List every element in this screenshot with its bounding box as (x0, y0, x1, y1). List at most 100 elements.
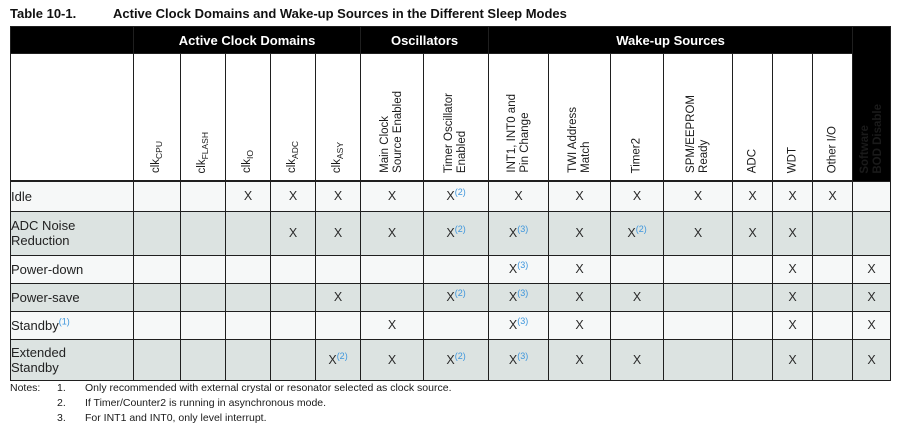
table-cell (663, 338, 734, 381)
table-cell: X (772, 282, 814, 312)
footnote-ref[interactable]: (2) (454, 187, 466, 198)
table-cell (133, 210, 181, 256)
column-header-label: clkCPU (149, 140, 165, 173)
column-header-label: Other I/O (826, 125, 839, 173)
table-cell: X (852, 254, 892, 284)
column-header-wdt: WDT (772, 53, 814, 182)
table-cell (180, 180, 226, 212)
table-cell (270, 282, 316, 312)
table-cell (225, 254, 271, 284)
table-cell (812, 210, 854, 256)
column-header-label: clkADC (285, 140, 301, 173)
table-cell: X(2) (314, 338, 362, 381)
table-cell (314, 310, 362, 340)
table-row: Power-down X(3) X X X (10, 254, 892, 284)
table-cell: X (225, 180, 271, 212)
table-cell: X(3) (488, 210, 550, 256)
table-cell: X (663, 210, 734, 256)
table-cell: X (360, 180, 425, 212)
footnote-ref[interactable]: (2) (454, 287, 466, 298)
table-cell (180, 254, 226, 284)
table-cell: X (772, 210, 814, 256)
table-cell: X(2) (423, 210, 490, 256)
table-row: Extended Standby X(2) X X(2) X(3) X X X X (10, 338, 892, 381)
column-header-clk-flash: clkFLASH (180, 53, 226, 182)
column-header-label: INT1, INT0 and Pin Change (505, 94, 531, 173)
footnote-ref[interactable]: (3) (517, 315, 529, 326)
sleep-mode-label: Idle (10, 180, 134, 212)
table-title-text: Active Clock Domains and Wake-up Sources… (113, 6, 567, 21)
table-cell (732, 310, 774, 340)
table-cell: X (610, 338, 665, 381)
table-cell: X (812, 180, 854, 212)
table-cell (812, 282, 854, 312)
table-cell: X (548, 210, 612, 256)
table-cell (663, 254, 734, 284)
column-header-clk-io: clkIO (225, 53, 271, 182)
table-body: Idle X X X X X(2) X X X X X X X ADC Noise Reduction X X… (10, 180, 892, 381)
notes-label: Notes: (10, 382, 41, 394)
table-cell (852, 180, 892, 212)
column-header-int1-int0-pin-change: INT1, INT0 and Pin Change (488, 53, 550, 182)
footnote-ref[interactable]: (3) (517, 350, 529, 361)
table-cell (180, 282, 226, 312)
footnote-ref[interactable]: (2) (454, 223, 466, 234)
group-wake-up-sources: Wake-up Sources (488, 26, 854, 54)
sleep-mode-label: Power-save (10, 282, 134, 312)
table-cell (732, 282, 774, 312)
note-text: For INT1 and INT0, only level interrupt. (85, 412, 267, 424)
column-header-label: WDT (786, 146, 799, 173)
footnote-ref[interactable]: (2) (454, 350, 466, 361)
footnote-ref[interactable]: (3) (517, 259, 529, 270)
table-cell: X (360, 210, 425, 256)
table-cell: X(3) (488, 282, 550, 312)
table-cell: X (314, 282, 362, 312)
row-label-spacer-cell (10, 53, 134, 182)
column-header-timer-oscillator-enabled: Timer Oscillator Enabled (423, 53, 490, 182)
table-cell: X (548, 310, 612, 340)
column-header-clk-cpu: clkCPU (133, 53, 181, 182)
table-cell: X (852, 338, 892, 381)
table-cell: X (852, 310, 892, 340)
table-cell: X (548, 338, 612, 381)
table-row: Power-save X X(2) X(3) X X X X (10, 282, 892, 312)
group-spacer-cell (10, 26, 134, 54)
table-cell: X(3) (488, 338, 550, 381)
table-cell: X(2) (423, 180, 490, 212)
table-cell (663, 310, 734, 340)
table-cell: X (488, 180, 550, 212)
column-header-label: TWI Address Match (566, 107, 592, 173)
footnote-ref[interactable]: (3) (517, 287, 529, 298)
table-cell (225, 282, 271, 312)
sleep-mode-label: Standby(1) (10, 310, 134, 340)
table-cell (133, 254, 181, 284)
table-cell: X (314, 210, 362, 256)
footnote-ref[interactable]: (2) (336, 350, 348, 361)
column-header-label: clkFLASH (195, 131, 211, 173)
table-cell: X (772, 180, 814, 212)
table-cell (133, 310, 181, 340)
table-cell: X (548, 282, 612, 312)
table-cell: X (772, 338, 814, 381)
table-number: Table 10-1. (10, 6, 77, 21)
footnote-ref[interactable]: (2) (635, 223, 647, 234)
note-row: 2. If Timer/Counter2 is running in asynch… (10, 396, 452, 411)
footnote-ref[interactable]: (3) (517, 223, 529, 234)
group-header-row: Active Clock Domains Oscillators Wake-up… (10, 26, 892, 182)
note-number: 1. (57, 382, 66, 394)
table-cell: X (548, 180, 612, 212)
table-cell (180, 338, 226, 381)
table-cell: X(3) (488, 254, 550, 284)
table-cell: X(2) (423, 338, 490, 381)
group-active-clock-domains: Active Clock Domains (132, 26, 362, 54)
table-cell: X (732, 210, 774, 256)
table-cell (270, 310, 316, 340)
footnote-ref[interactable]: (1) (58, 316, 70, 327)
notes-label (10, 396, 57, 411)
note-row: Notes: 1. Only recommended with external c… (10, 381, 452, 396)
column-header-clk-adc: clkADC (270, 53, 316, 182)
group-oscillators: Oscillators (360, 26, 490, 54)
table-cell (133, 282, 181, 312)
table-cell (360, 254, 425, 284)
table-cell: X (610, 282, 665, 312)
